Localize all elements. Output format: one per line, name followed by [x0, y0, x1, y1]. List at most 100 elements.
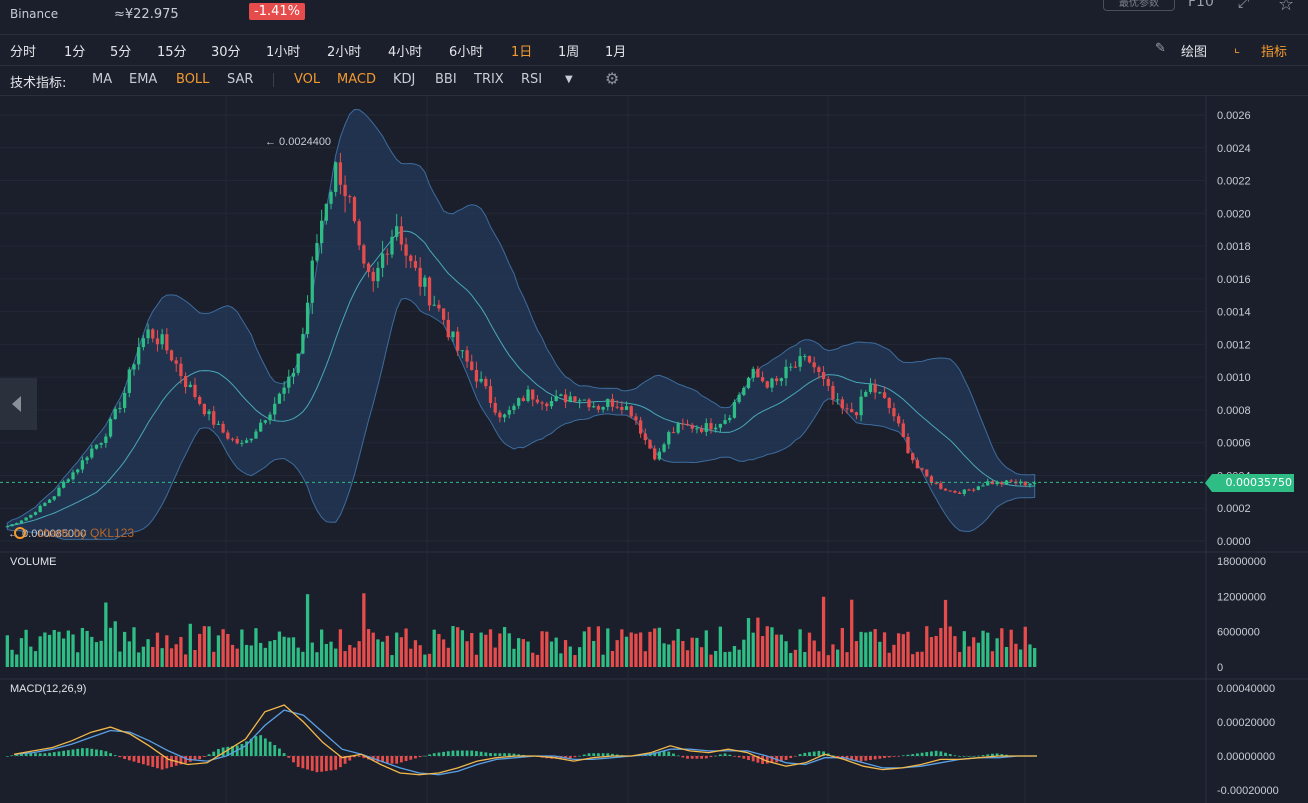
candle-body	[568, 396, 572, 403]
candle-body	[441, 308, 446, 320]
candle-body	[319, 220, 324, 244]
volume-bar	[1004, 646, 1009, 667]
star-icon[interactable]: ☆	[1278, 0, 1295, 15]
candle-body	[878, 392, 882, 394]
candle-body	[662, 444, 666, 452]
volume-bar	[812, 640, 816, 667]
indicator-macd[interactable]: MACD	[337, 72, 376, 87]
candle-body	[943, 488, 948, 491]
volume-bar	[934, 635, 938, 667]
candle-body	[676, 423, 680, 433]
exchange-name: Binance	[10, 7, 59, 21]
volume-bar	[526, 641, 530, 667]
timeframe-4[interactable]: 30分	[211, 45, 241, 60]
macd-hist-bar	[479, 751, 483, 756]
volume-bar	[868, 631, 873, 667]
timeframe-0[interactable]: 分时	[10, 45, 37, 60]
volume-bar	[1023, 626, 1027, 667]
candle-body	[155, 338, 160, 345]
draw-icon[interactable]: ✎	[1155, 41, 1166, 56]
candle-body	[606, 398, 610, 407]
volume-bar	[498, 633, 502, 667]
volume-bar	[287, 637, 291, 667]
volume-bar	[854, 641, 859, 667]
more-indicators-dropdown-icon[interactable]: ▼	[565, 74, 573, 85]
volume-bar	[132, 627, 136, 667]
settings-gear-icon[interactable]: ⚙	[605, 69, 620, 88]
timeframe-2[interactable]: 5分	[110, 45, 132, 60]
scroll-left-button[interactable]	[0, 378, 37, 430]
indicator-sar[interactable]: SAR	[227, 72, 254, 87]
candle-body	[526, 389, 530, 401]
volume-bar	[122, 631, 127, 667]
draw-button[interactable]: 绘图	[1181, 45, 1208, 60]
volume-bar	[831, 644, 835, 667]
candle-body	[19, 520, 24, 523]
candle-body	[563, 394, 568, 403]
indicator-trix[interactable]: TRIX	[474, 72, 504, 87]
macd-hist-bar	[29, 753, 33, 756]
candle-body	[348, 196, 352, 198]
indicator-kdj[interactable]: KDJ	[393, 72, 416, 87]
indicator-boll[interactable]: BOLL	[176, 72, 210, 87]
volume-bar	[301, 651, 305, 667]
macd-hist-bar	[390, 756, 394, 764]
f10-button[interactable]: F10	[1188, 0, 1214, 10]
volume-bar	[244, 644, 249, 667]
volume-bar	[620, 629, 624, 667]
candle-body	[456, 331, 460, 351]
volume-bar	[864, 632, 868, 667]
macd-hist-bar	[690, 756, 694, 759]
candle-body	[404, 244, 408, 256]
indicator-divider	[273, 73, 274, 87]
indicator-rsi[interactable]: RSI	[521, 72, 543, 87]
indicator-ma[interactable]: MA	[92, 72, 113, 87]
macd-hist-bar	[207, 754, 211, 756]
macd-hist-bar	[268, 741, 272, 756]
timeframe-11[interactable]: 1月	[605, 45, 627, 60]
candle-body	[596, 406, 601, 410]
volume-bar	[990, 651, 995, 667]
macd-hist-bar	[245, 741, 248, 756]
indicator-bbi[interactable]: BBI	[435, 72, 457, 87]
volume-bar	[648, 631, 652, 667]
indicator-chart-icon[interactable]: ⌞	[1234, 41, 1241, 56]
volume-bar	[61, 638, 66, 667]
indicator-vol[interactable]: VOL	[294, 72, 321, 87]
macd-hist-bar	[493, 753, 497, 756]
indicator-ema[interactable]: EMA	[129, 72, 158, 87]
volume-tick-label: 6000000	[1217, 627, 1260, 639]
optimize-params-button[interactable]: 最优参数	[1103, 0, 1175, 11]
indicators-button[interactable]: 指标	[1261, 45, 1288, 60]
timeframe-3[interactable]: 15分	[157, 45, 187, 60]
candle-body	[521, 398, 525, 401]
macd-hist-bar	[329, 756, 333, 771]
timeframe-1[interactable]: 1分	[64, 45, 86, 60]
timeframe-7[interactable]: 4小时	[388, 45, 423, 60]
volume-tick-label: 0	[1217, 662, 1223, 674]
fullscreen-icon[interactable]: ⤢	[1238, 0, 1250, 11]
timeframe-6[interactable]: 2小时	[327, 45, 362, 60]
current-price-tag: 0.00035750	[1205, 474, 1294, 492]
candle-body	[587, 399, 591, 408]
candle-body	[362, 245, 366, 264]
macd-hist-bar	[212, 751, 216, 756]
macd-hist-bar	[812, 751, 816, 756]
macd-hist-bar	[456, 750, 460, 756]
macd-hist-bar	[803, 752, 807, 756]
macd-hist-bar	[71, 749, 75, 756]
volume-bar	[972, 637, 976, 667]
volume-bar	[179, 636, 183, 667]
kline-chart[interactable]: 0.0026 0.0024 0.0022 0.0020 0.0018 0.0016 0.00…	[0, 96, 1308, 803]
candle-body	[1028, 483, 1032, 486]
volume-bar	[221, 629, 225, 667]
macd-hist-bar	[52, 752, 56, 756]
timeframe-8[interactable]: 6小时	[449, 45, 484, 60]
candle-body	[840, 399, 844, 409]
timeframe-9[interactable]: 1日	[511, 45, 533, 60]
macd-hist-bar	[972, 756, 976, 757]
macd-hist-bar	[798, 754, 802, 756]
timeframe-5[interactable]: 1小时	[266, 45, 301, 60]
candle-body	[925, 469, 929, 477]
timeframe-10[interactable]: 1周	[558, 45, 580, 60]
